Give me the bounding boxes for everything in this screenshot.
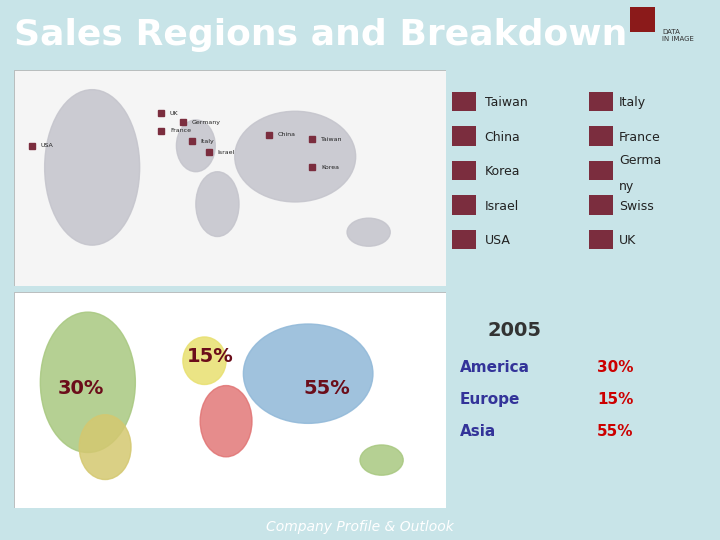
Text: USA: USA	[40, 143, 53, 148]
Text: 55%: 55%	[597, 424, 634, 440]
Text: Israel: Israel	[217, 150, 235, 155]
Ellipse shape	[176, 120, 215, 172]
Ellipse shape	[40, 312, 135, 453]
Text: 55%: 55%	[304, 379, 351, 399]
FancyBboxPatch shape	[14, 70, 446, 286]
Ellipse shape	[360, 445, 403, 475]
Ellipse shape	[79, 415, 131, 480]
Text: USA: USA	[485, 234, 510, 247]
FancyBboxPatch shape	[14, 292, 446, 508]
Text: DATA
IN IMAGE: DATA IN IMAGE	[662, 29, 694, 42]
Text: ny: ny	[618, 180, 634, 193]
Text: Company Profile & Outlook: Company Profile & Outlook	[266, 519, 454, 534]
Text: Europe: Europe	[460, 392, 521, 407]
Text: China: China	[485, 131, 521, 144]
Bar	[452, 92, 477, 111]
Text: 15%: 15%	[597, 392, 634, 407]
Bar	[589, 161, 613, 180]
Text: Italy: Italy	[618, 96, 646, 109]
Text: China: China	[278, 132, 296, 138]
Bar	[630, 7, 655, 31]
Text: Israel: Israel	[485, 200, 519, 213]
Bar	[452, 230, 477, 249]
Text: 15%: 15%	[187, 347, 234, 366]
Text: Taiwan: Taiwan	[485, 96, 528, 109]
Ellipse shape	[243, 324, 373, 423]
Text: Germany: Germany	[192, 119, 220, 125]
Text: Italy: Italy	[200, 139, 214, 144]
Ellipse shape	[347, 218, 390, 246]
Bar	[589, 195, 613, 215]
Ellipse shape	[235, 111, 356, 202]
Text: Sales Regions and Breakdown: Sales Regions and Breakdown	[14, 18, 628, 52]
Text: Korea: Korea	[321, 165, 339, 170]
Text: France: France	[170, 128, 191, 133]
Ellipse shape	[45, 90, 140, 245]
Text: Taiwan: Taiwan	[321, 137, 343, 142]
Bar	[452, 161, 477, 180]
Bar	[452, 195, 477, 215]
Text: 2005: 2005	[487, 321, 541, 340]
Text: France: France	[618, 131, 660, 144]
Ellipse shape	[183, 337, 226, 384]
Text: UK: UK	[618, 234, 636, 247]
Text: 30%: 30%	[58, 379, 104, 399]
Text: Swiss: Swiss	[618, 200, 654, 213]
Bar	[589, 92, 613, 111]
Ellipse shape	[196, 172, 239, 237]
Text: Asia: Asia	[460, 424, 496, 440]
Bar	[589, 126, 613, 146]
Text: America: America	[460, 360, 530, 375]
Text: Korea: Korea	[485, 165, 521, 178]
Bar	[589, 230, 613, 249]
Text: 30%: 30%	[597, 360, 634, 375]
Text: Germa: Germa	[618, 154, 661, 167]
Text: UK: UK	[170, 111, 179, 116]
Bar	[452, 126, 477, 146]
Ellipse shape	[200, 386, 252, 457]
